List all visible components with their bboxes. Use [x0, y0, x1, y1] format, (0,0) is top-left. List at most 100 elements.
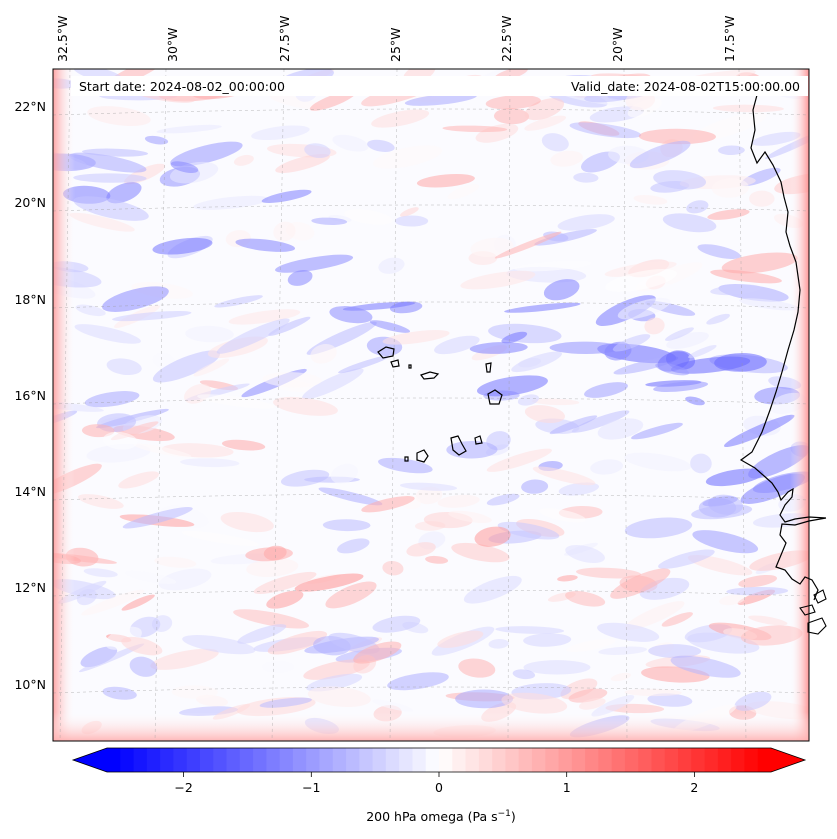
omega-contour-patch [446, 440, 498, 459]
coastal-island-2 [807, 617, 827, 635]
omega-contour-patch [624, 452, 692, 472]
colorbar-tick-label: −2 [174, 780, 192, 795]
colorbar-step [678, 748, 692, 772]
colorbar-step [452, 748, 467, 772]
omega-contour-patch [369, 320, 411, 333]
omega-contour-patch [740, 625, 803, 646]
omega-contour-patch [235, 238, 296, 252]
meridian-line [389, 69, 398, 741]
omega-contour-patch [658, 549, 715, 569]
omega-contour-patch [617, 297, 671, 320]
omega-contour-patch [437, 630, 484, 648]
omega-contour-patch [477, 375, 548, 397]
omega-contour-patch [644, 317, 665, 335]
omega-contour-patch [266, 590, 304, 609]
omega-contour-patch [765, 680, 793, 695]
omega-contour-patch [718, 145, 745, 156]
colorbar-tick-label: 0 [435, 780, 443, 795]
colorbar-step [651, 748, 666, 772]
bottom-edge-band [53, 712, 809, 741]
omega-contour-patch [566, 638, 616, 652]
meridian-line [154, 69, 167, 741]
omega-contour-patch [322, 519, 371, 532]
lon-label: 27.5°W [277, 16, 292, 62]
omega-contour-patch [558, 482, 600, 496]
colorbar: −2 −1 0 1 2 200 hPa omega (Pa s−1) [71, 747, 807, 824]
meridian-line [507, 69, 511, 741]
omega-contour-patch [726, 586, 789, 596]
omega-contour-patch [543, 279, 580, 301]
lon-label: 20°W [610, 27, 625, 62]
omega-contour-patch [638, 128, 716, 145]
omega-contour-patch [739, 298, 799, 311]
colorbar-step [359, 748, 374, 772]
omega-contour-patch [670, 655, 741, 678]
omega-contour-patch [129, 656, 158, 677]
omega-contour-patch [748, 615, 788, 626]
omega-contour-patch [719, 594, 746, 606]
omega-contour-patch [216, 318, 290, 354]
omega-contour-patch [584, 382, 628, 398]
omega-contour-patch [133, 443, 192, 458]
omega-contour-patch [84, 391, 140, 408]
omega-contour-patch [306, 673, 363, 692]
colorbar-step [664, 748, 679, 772]
meridian-line [59, 69, 71, 741]
omega-contour-patch [691, 504, 753, 520]
omega-contour-patch [512, 669, 536, 680]
omega-contour-patch [275, 153, 330, 173]
omega-contour-patch [214, 295, 263, 308]
omega-contour-patch [221, 439, 266, 451]
omega-contour-patch [233, 154, 254, 166]
omega-contour-patch [631, 422, 683, 440]
omega-contour-patch [541, 133, 569, 152]
colorbar-steps [107, 748, 772, 772]
colorbar-step [691, 748, 706, 772]
omega-contour-patch [707, 209, 750, 220]
lat-label: 16°N [14, 388, 46, 403]
omega-contour-patch [220, 511, 274, 533]
colorbar-step [425, 748, 440, 772]
omega-contour-patch [121, 594, 155, 611]
omega-contour-patch [228, 309, 301, 325]
omega-contour-patch [604, 261, 677, 277]
omega-contour-patch [302, 368, 364, 400]
start-date-label: Start date: 2024-08-02_00:00:00 [79, 79, 285, 94]
colorbar-extend-low [73, 748, 107, 772]
omega-contour-patch [511, 351, 562, 373]
omega-contour-patch [262, 372, 322, 388]
colorbar-step [558, 748, 573, 772]
colorbar-step [611, 748, 626, 772]
omega-contour-patch [624, 688, 682, 697]
omega-contour-patch [686, 200, 709, 214]
island-santo-antao [377, 346, 395, 359]
omega-contour-patch [118, 471, 160, 489]
omega-contour-patch [399, 482, 458, 491]
omega-contour-patch [80, 646, 118, 668]
colorbar-outline [71, 747, 807, 773]
lat-label: 14°N [14, 484, 46, 499]
colorbar-label-close: ) [511, 809, 516, 824]
omega-contour-patch [437, 494, 480, 508]
omega-contour-patch [170, 161, 199, 174]
omega-contour-patch [69, 212, 135, 232]
omega-contour-patch [710, 284, 762, 296]
colorbar-step [439, 748, 453, 772]
omega-contour-patch [573, 172, 599, 183]
omega-contour-patch [539, 508, 586, 523]
omega-contour-patch [373, 145, 443, 169]
omega-contour-patch [273, 221, 296, 242]
coastal-island-3 [813, 589, 827, 604]
omega-contour-patch [280, 469, 330, 487]
omega-contour-patch [610, 568, 671, 599]
lat-label: 12°N [14, 580, 46, 595]
omega-contour-patch [662, 213, 717, 233]
omega-contour-patch [415, 486, 443, 505]
omega-contour-patch [655, 362, 690, 376]
island-santiago [450, 435, 467, 456]
colorbar-step [399, 748, 414, 772]
colorbar-step [292, 748, 307, 772]
omega-contour-patch [734, 691, 772, 711]
omega-contour-patch [400, 207, 419, 217]
colorbar-step [146, 748, 161, 772]
